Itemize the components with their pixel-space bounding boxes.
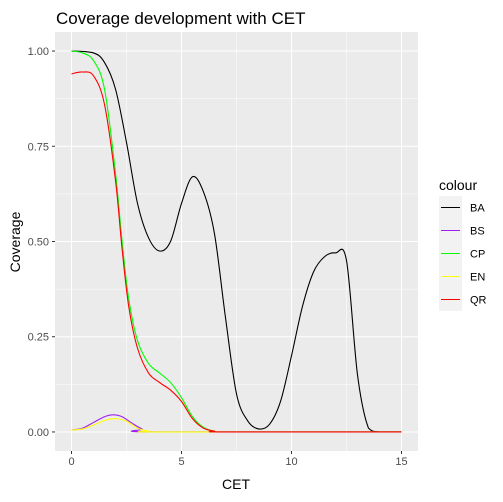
legend-title: colour <box>439 177 477 193</box>
y-axis-ticks: 0.00 0.25 0.50 0.75 1.00 <box>28 46 55 439</box>
legend: colour BA BS CP EN QR <box>439 177 487 311</box>
series-line-ba <box>71 50 402 433</box>
y-tick-label: 1.00 <box>28 46 49 58</box>
legend-label-cp: CP <box>470 249 485 261</box>
x-tick-label: 10 <box>285 456 297 468</box>
legend-label-bs: BS <box>470 226 485 238</box>
legend-label-ba: BA <box>470 203 485 215</box>
x-tick-label: 5 <box>178 456 184 468</box>
y-tick-label: 0.00 <box>28 427 49 439</box>
y-axis-title: Coverage <box>7 211 23 272</box>
legend-label-qr: QR <box>470 295 487 307</box>
series-line-en <box>71 418 402 433</box>
grid-major <box>55 32 418 451</box>
legend-label-en: EN <box>470 272 485 284</box>
x-axis-ticks: 0 5 10 15 <box>68 451 408 468</box>
x-tick-label: 15 <box>395 456 407 468</box>
y-tick-label: 0.50 <box>28 237 49 249</box>
series-lines <box>71 50 402 433</box>
chart-title: Coverage development with CET <box>56 9 305 28</box>
y-tick-label: 0.75 <box>28 141 49 153</box>
x-tick-label: 0 <box>68 456 74 468</box>
x-axis-title: CET <box>222 476 250 492</box>
y-tick-label: 0.25 <box>28 332 49 344</box>
series-line-qr <box>71 71 402 433</box>
